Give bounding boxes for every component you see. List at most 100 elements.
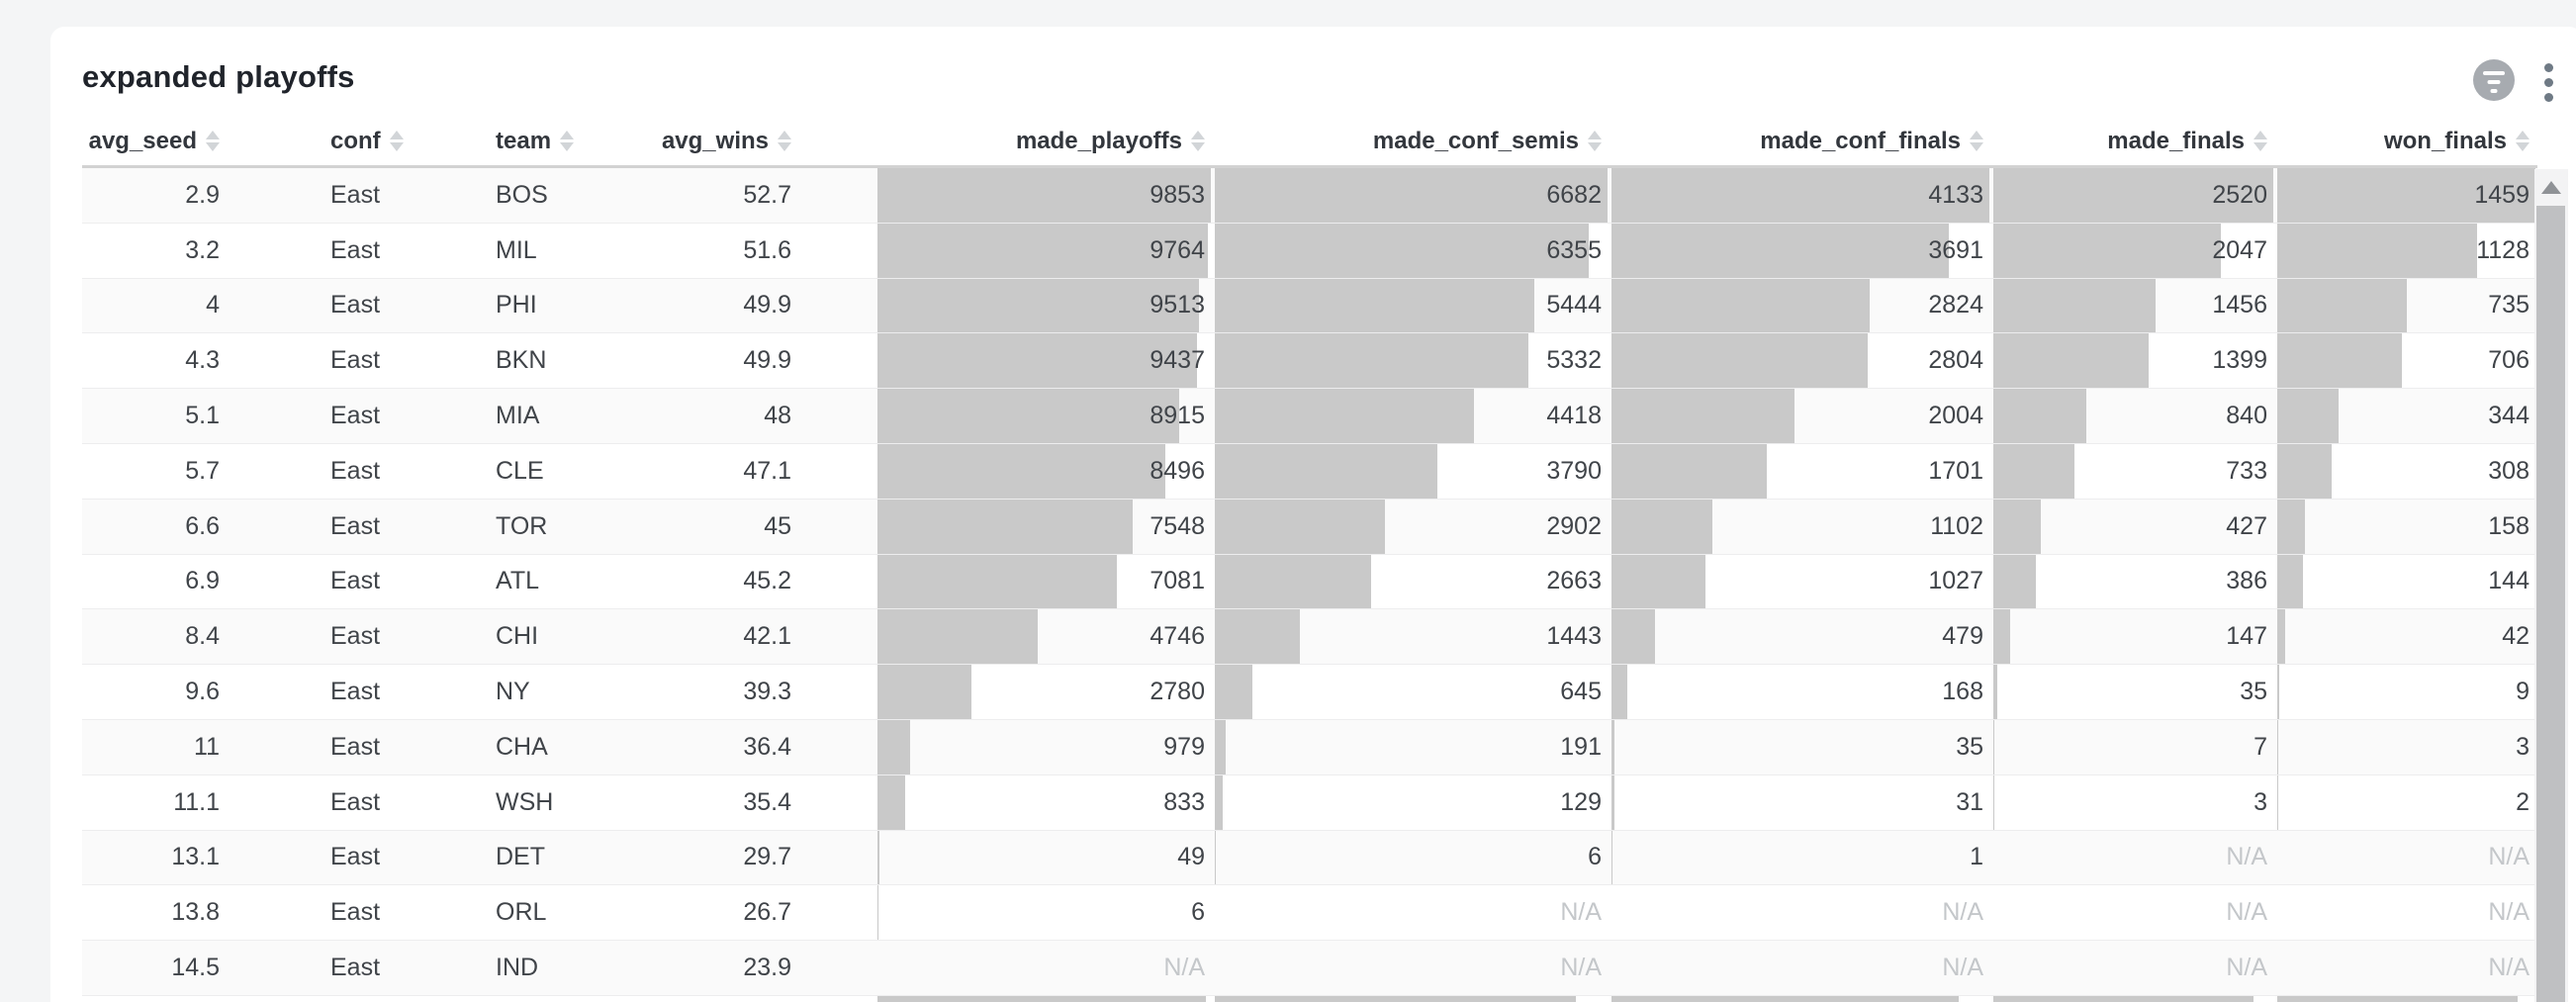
cell-bar [1993,995,2254,1002]
cell-made_finals: 7 [1991,719,2275,774]
cell-avg_wins [643,996,875,1002]
cell-made_conf_finals: N/A [1610,885,1991,940]
column-header-made_conf_finals[interactable]: made_conf_finals [1610,117,1991,165]
cell-value: 6.9 [185,567,220,595]
vertical-scrollbar[interactable] [2534,169,2568,1002]
cell-value: 4133 [1928,180,1983,209]
cell-avg_seed: 9.6 [82,665,247,719]
cell-team: NY [415,665,643,719]
cell-made_conf_finals: 1027 [1610,554,1991,609]
cell-value: N/A [1942,898,1983,927]
cell-bar [1993,665,1997,719]
cell-bar [1611,554,1705,609]
cell-made_conf_finals: N/A [1610,941,1991,995]
table-row-partial [82,995,2537,1002]
cell-value: 3 [2516,732,2530,761]
cell-won_finals: 706 [2275,333,2537,389]
cell-value: 6.6 [185,511,220,540]
cell-value: 2902 [1546,511,1602,540]
cell-bar [2277,223,2477,278]
column-header-avg_seed[interactable]: avg_seed [82,117,247,165]
cell-value: BKN [496,346,547,375]
cell-made_finals [1991,995,2275,1002]
cell-made_conf_semis: 1443 [1213,609,1610,665]
column-header-made_finals[interactable]: made_finals [1991,117,2275,165]
cell-value: 2047 [2212,235,2267,264]
cell-value: 168 [1942,678,1983,706]
column-header-won_finals[interactable]: won_finals [2275,117,2537,165]
cell-bar [877,995,1206,1002]
column-header-made_playoffs[interactable]: made_playoffs [875,117,1213,165]
scrollbar-thumb[interactable] [2536,206,2565,1002]
scroll-up-arrow-icon[interactable] [2541,181,2561,194]
cell-made_conf_finals: 168 [1610,665,1991,719]
cell-made_finals: 3 [1991,774,2275,830]
table-row: 5.7 East CLE 47.1 8496 3790 1701 733 308 [82,443,2537,500]
cell-bar [2277,499,2306,554]
cell-bar [1993,333,2150,389]
cell-bar [877,665,972,719]
cell-value: East [330,456,381,485]
cell-bar [1215,665,1253,719]
column-header-made_conf_semis[interactable]: made_conf_semis [1213,117,1610,165]
cell-value: 13.1 [171,843,220,871]
cell-bar [2277,278,2408,333]
cell-won_finals: 158 [2275,499,2537,554]
cell-made_playoffs: 9437 [875,333,1213,389]
cell-made_finals: 1456 [1991,278,2275,333]
cell-team: CLE [415,444,643,499]
cell-bar [1611,333,1869,389]
cell-made_playoffs: 49 [875,830,1213,885]
cell-value: East [330,180,381,209]
column-header-conf[interactable]: conf [247,117,415,165]
column-header-label: won_finals [2383,127,2507,154]
column-header-team[interactable]: team [415,117,643,165]
filter-button[interactable] [2473,59,2515,101]
cell-bar [1215,995,1577,1002]
cell-value: 129 [1560,787,1602,816]
cell-made_conf_semis: N/A [1213,941,1610,995]
cell-value: 191 [1560,732,1602,761]
cell-value: 35 [2240,678,2267,706]
cell-value: 45.2 [743,567,791,595]
cell-bar [2277,333,2403,389]
sort-arrows-icon [2254,131,2267,151]
cell-avg_wins: 45.2 [643,555,875,609]
cell-made_conf_semis: 5444 [1213,278,1610,333]
cell-value: East [330,346,381,375]
cell-made_conf_finals: 31 [1610,774,1991,830]
cell-made_conf_semis: 5332 [1213,333,1610,389]
cell-avg_seed: 2.9 [82,168,247,223]
cell-avg_seed: 6.9 [82,555,247,609]
kebab-menu-button[interactable] [2544,63,2553,102]
cell-bar [2277,609,2285,665]
cell-value: 840 [2226,402,2267,430]
cell-bar [1993,554,2037,609]
cell-conf: East [247,389,415,443]
cell-value: East [330,732,381,761]
cell-bar [2277,168,2535,223]
cell-avg_seed: 6.6 [82,500,247,554]
cell-value: 31 [1956,787,1983,816]
cell-value: 2004 [1928,402,1983,430]
cell-value: TOR [496,511,548,540]
cell-bar [2277,389,2339,443]
column-header-avg_wins[interactable]: avg_wins [643,117,875,165]
table-row: 6.9 East ATL 45.2 7081 2663 1027 386 144 [82,554,2537,610]
cell-made_finals: N/A [1991,831,2275,885]
cell-avg_seed: 14.5 [82,941,247,995]
cell-value: 3.2 [185,235,220,264]
cell-avg_seed [82,996,247,1002]
cell-made_conf_finals: 1701 [1610,443,1991,499]
cell-made_finals: 2047 [1991,223,2275,278]
cell-value: 733 [2226,456,2267,485]
cell-made_conf_finals [1610,995,1991,1002]
cell-bar [2277,719,2278,774]
cell-value: NY [496,678,530,706]
cell-value: 4.3 [185,346,220,375]
cell-value: 29.7 [743,843,791,871]
cell-bar [1611,278,1870,333]
cell-avg_wins: 23.9 [643,941,875,995]
cell-made_finals: 386 [1991,554,2275,609]
cell-won_finals: 1459 [2275,168,2537,223]
